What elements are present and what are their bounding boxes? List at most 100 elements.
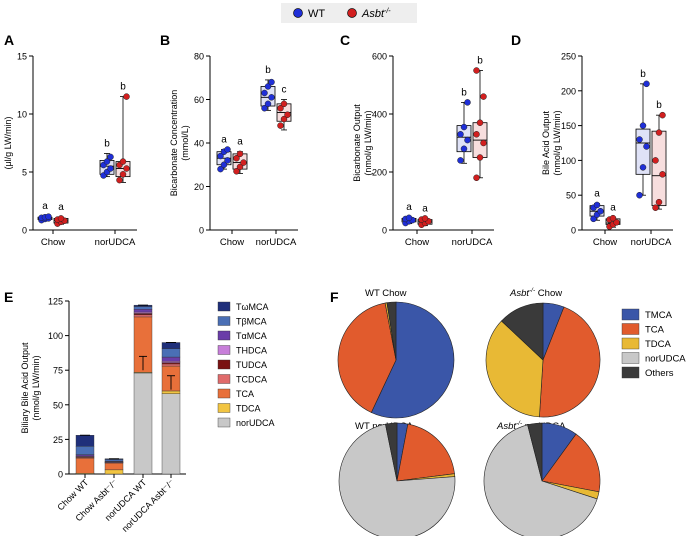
stack-segment-tudca <box>133 313 153 316</box>
data-point <box>264 83 272 90</box>
legend-label-tudca: TUDCA <box>236 360 267 370</box>
legend-label-tdca: TDCA <box>236 404 261 414</box>
significance-letter: b <box>265 65 271 76</box>
legend-wt-label: WT <box>308 8 325 20</box>
stack-segment-tca <box>104 462 124 471</box>
stack-segment-norudca <box>161 393 181 475</box>
data-point <box>45 213 52 220</box>
data-point <box>280 115 288 123</box>
data-point <box>609 214 617 222</box>
data-point <box>268 94 275 101</box>
stack-segment-tdca <box>161 390 181 394</box>
panel-letter-a: A <box>4 32 14 48</box>
legend-swatch-tdca <box>621 337 640 350</box>
stack-segment-t-mca <box>133 306 153 310</box>
legend-swatch-others <box>621 366 640 379</box>
data-point <box>613 219 620 226</box>
pie-slice-others <box>527 422 543 482</box>
x-tick-label: norUDCA <box>95 237 136 248</box>
data-point <box>261 89 268 97</box>
significance-letter: c <box>282 85 287 96</box>
pie-title: WT Chow <box>365 288 407 299</box>
data-point <box>473 174 480 182</box>
panel-letter-f: F <box>330 289 339 305</box>
legend-label-t-mca: TβMCA <box>236 317 267 327</box>
significance-letter: a <box>58 202 64 213</box>
panel-c-bicarbonate-output: 0 200 400 600 Chow norUDCA Bicarbonate Output(… <box>352 52 494 248</box>
data-point <box>280 100 288 108</box>
data-point <box>476 119 484 126</box>
panel-d-bile-acid-output: 0 50 100 150 200 250 Chow norUDCA Bile Acid Outp… <box>541 52 673 248</box>
data-point <box>473 67 480 74</box>
data-point <box>236 163 244 171</box>
stack-segment-thdca <box>133 311 153 314</box>
data-point <box>277 122 284 129</box>
data-point <box>476 154 484 161</box>
legend-swatch-tcdca <box>217 374 231 384</box>
pie-slice-tca <box>541 433 601 493</box>
y-axis-title: Biliary Bile Acid Output <box>20 342 30 434</box>
legend-swatch-tca <box>217 388 231 399</box>
data-point <box>277 104 284 112</box>
legend-swatch-norudca <box>217 417 231 428</box>
y-axis-title: Bicarbonate Output <box>352 104 362 182</box>
y-tick-label: 20 <box>194 182 204 192</box>
x-tick-label: norUDCA <box>452 237 493 248</box>
data-point <box>652 204 659 211</box>
y-tick-label: 50 <box>53 400 63 410</box>
data-point <box>224 157 231 164</box>
panel-a-bile-flow: 0 5 10 15 Chow norUDCA Bile Flow (μl/g LW/min) a… <box>0 52 137 248</box>
legend-label-tmca: TMCA <box>645 310 673 321</box>
stack-segment-t-mca <box>133 309 153 313</box>
legend-label-tca: TCA <box>645 325 665 336</box>
data-point <box>480 93 487 100</box>
y-tick-label: 250 <box>561 52 576 62</box>
y-axis-title-units: (nmol/g LW/min) <box>363 110 373 175</box>
data-point <box>480 139 487 147</box>
y-axis-title-units: (μl/g LW/min) <box>3 116 13 169</box>
x-tick-label: Chow <box>220 237 244 248</box>
pie-slice-others <box>501 302 544 361</box>
significance-letter: b <box>656 100 662 111</box>
data-point <box>652 157 659 164</box>
y-tick-label: 0 <box>199 226 204 236</box>
legend-label-tcdca: TCDCA <box>236 375 267 385</box>
x-tick-label: norUDCA <box>631 237 672 248</box>
y-tick-label: 0 <box>22 226 27 236</box>
stack-segment-thdca <box>161 361 181 363</box>
box-iqr <box>651 130 667 207</box>
legend-swatch-t-mca <box>217 330 231 341</box>
panel-letter-d: D <box>511 32 521 48</box>
stack-segment-tdca <box>104 469 124 475</box>
y-tick-label: 40 <box>194 139 204 149</box>
legend-label-norudca: norUDCA <box>645 354 686 365</box>
stack-segment-t-mca <box>104 459 124 462</box>
data-point <box>107 165 114 172</box>
legend-swatch-thdca <box>217 345 231 355</box>
significance-letter: a <box>422 203 428 214</box>
data-point <box>264 100 272 108</box>
y-tick-label: 200 <box>372 168 387 178</box>
significance-letter: b <box>104 138 110 149</box>
pie-slice-tca <box>396 423 455 482</box>
data-point <box>57 215 65 222</box>
y-tick-label: 10 <box>17 110 27 120</box>
legend-label-tdca: TDCA <box>645 339 672 350</box>
data-point <box>597 207 604 215</box>
x-tick-label: norUDCA Asbt⁻/⁻ <box>120 477 177 534</box>
data-point <box>103 158 111 165</box>
data-point <box>421 215 429 222</box>
y-axis-title: Bile Acid Output <box>541 110 551 175</box>
y-tick-label: 150 <box>561 121 576 131</box>
stack-segment-tudca <box>161 362 181 365</box>
y-axis-title: Bile Flow <box>0 124 2 161</box>
data-point <box>233 154 240 162</box>
y-tick-label: 60 <box>194 95 204 105</box>
significance-letter: a <box>221 135 227 146</box>
pie-slice-others <box>386 301 397 361</box>
significance-letter: a <box>237 137 243 148</box>
y-axis-title-units: (nmol/g LW/min) <box>31 355 41 420</box>
pie-slice-norudca <box>483 424 598 536</box>
y-axis-title-units: (mmol/L) <box>180 125 190 161</box>
